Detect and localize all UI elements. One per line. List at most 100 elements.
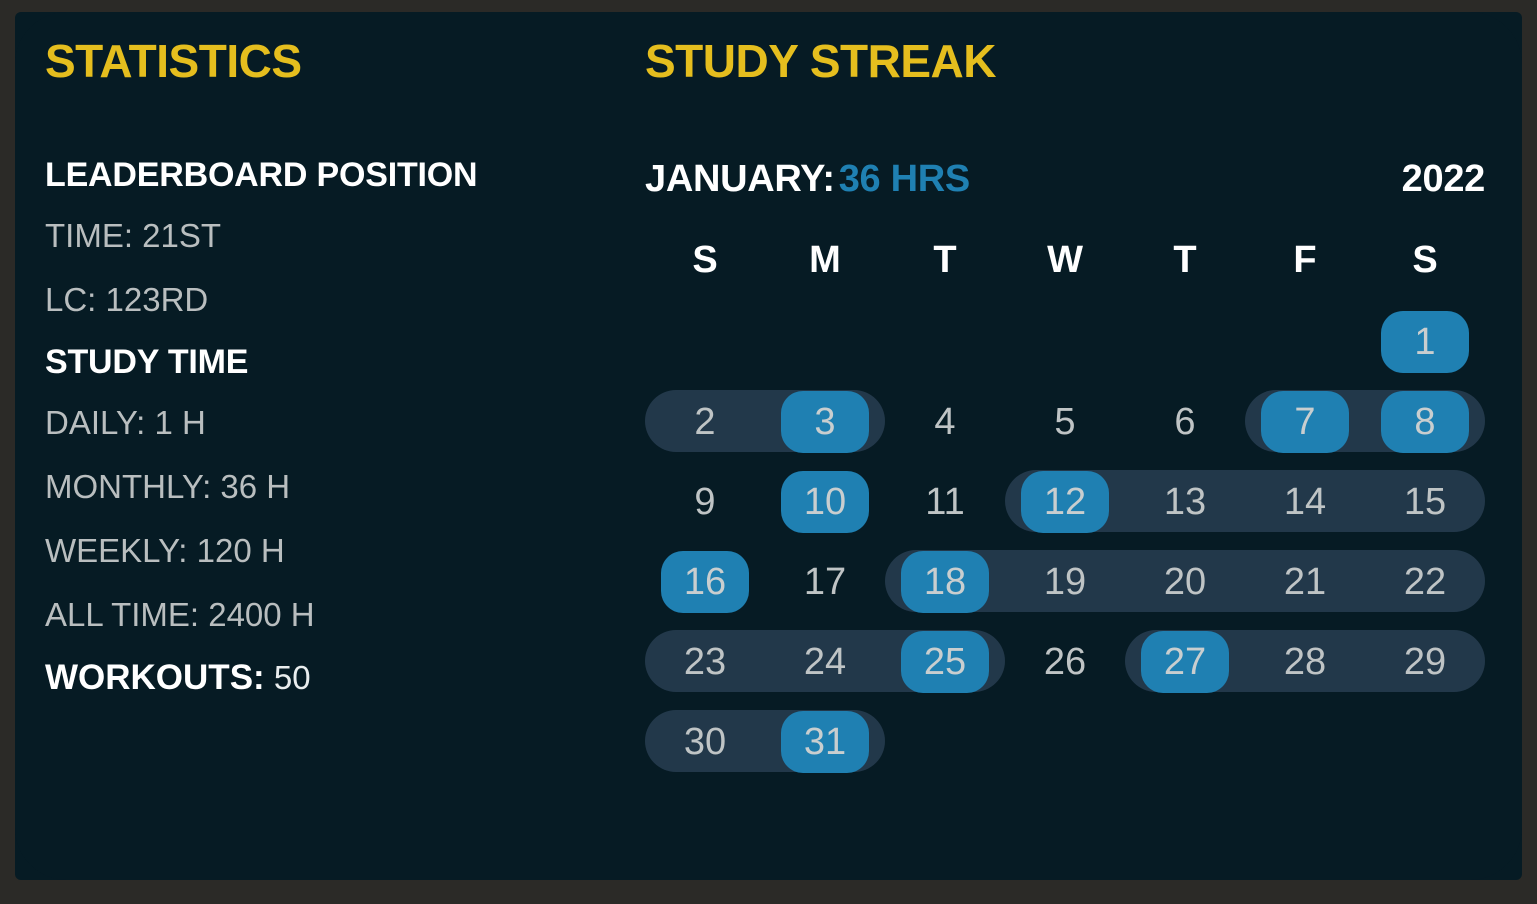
day-number: 3 — [814, 401, 836, 443]
calendar-day-cell[interactable]: 27 — [1125, 622, 1245, 702]
calendar-day-cell[interactable]: 28 — [1245, 622, 1365, 702]
calendar-cell-empty — [1125, 702, 1245, 782]
statistics-panel: STATISTICS LEADERBOARD POSITION TIME: 21… — [45, 38, 625, 698]
calendar-day-cell[interactable]: 20 — [1125, 542, 1245, 622]
day-number: 31 — [803, 721, 847, 763]
day-number: 2 — [694, 401, 716, 443]
calendar-day-cell[interactable]: 4 — [885, 382, 1005, 462]
calendar-day-cell[interactable]: 22 — [1365, 542, 1485, 622]
calendar-day-cell[interactable]: 23 — [645, 622, 765, 702]
day-number: 4 — [934, 401, 956, 443]
calendar-day-cell[interactable]: 8 — [1365, 382, 1485, 462]
month-label: JANUARY: — [645, 158, 835, 200]
calendar-day-cell[interactable]: 9 — [645, 462, 765, 542]
calendar-day-cell[interactable]: 1 — [1365, 302, 1485, 382]
leaderboard-time-row: TIME: 21ST — [45, 217, 222, 254]
active-day-pill — [781, 471, 869, 533]
active-day-pill — [1021, 471, 1109, 533]
calendar-header: JANUARY: 36 HRS 2022 — [645, 158, 1485, 201]
day-number: 27 — [1163, 641, 1207, 683]
calendar-week-row: 1 — [645, 302, 1485, 382]
weekday-header-1: M — [809, 239, 841, 281]
day-number: 30 — [683, 721, 727, 763]
active-day-pill — [661, 551, 749, 613]
day-number: 11 — [925, 481, 965, 523]
study-time-alltime-row: ALL TIME: 2400 H — [45, 596, 315, 633]
workouts-label: WORKOUTS: — [45, 658, 265, 697]
active-day-pill — [1141, 631, 1229, 693]
calendar-day-cell[interactable]: 15 — [1365, 462, 1485, 542]
calendar-week-row: 23 24 25 26 27 28 29 — [645, 622, 1485, 702]
calendar-cell-empty — [1125, 302, 1245, 382]
calendar-week-row: 2 3 4 5 6 7 8 — [645, 382, 1485, 462]
calendar-day-cell[interactable]: 18 — [885, 542, 1005, 622]
day-number: 28 — [1283, 641, 1327, 683]
day-number: 5 — [1054, 401, 1076, 443]
calendar-grid: 1 2 3 4 5 6 7 8 9 10 11 12 13 14 15 16 17 18 19 20 21 22 23 24 2… — [645, 302, 1485, 782]
calendar-day-cell[interactable]: 25 — [885, 622, 1005, 702]
weekday-header-6: S — [1412, 239, 1438, 281]
day-number: 16 — [683, 561, 727, 603]
day-number: 20 — [1163, 561, 1207, 603]
calendar-day-cell[interactable]: 21 — [1245, 542, 1365, 622]
calendar-day-cell[interactable]: 29 — [1365, 622, 1485, 702]
calendar-cell-empty — [1005, 702, 1125, 782]
calendar-day-cell[interactable]: 26 — [1005, 622, 1125, 702]
calendar-week-row: 9 10 11 12 13 14 15 — [645, 462, 1485, 542]
active-day-pill — [1261, 391, 1349, 453]
calendar-day-cell[interactable]: 3 — [765, 382, 885, 462]
calendar-day-cell[interactable]: 11 — [885, 462, 1005, 542]
day-number: 9 — [694, 481, 716, 523]
active-day-pill — [901, 631, 989, 693]
active-day-pill — [1381, 311, 1469, 373]
day-number: 7 — [1294, 401, 1316, 443]
day-number: 21 — [1283, 561, 1327, 603]
calendar-day-cell[interactable]: 10 — [765, 462, 885, 542]
day-number: 23 — [683, 641, 727, 683]
study-time-monthly-row: MONTHLY: 36 H — [45, 468, 291, 505]
calendar-day-cell[interactable]: 31 — [765, 702, 885, 782]
calendar-day-cell[interactable]: 6 — [1125, 382, 1245, 462]
calendar-day-cell[interactable]: 13 — [1125, 462, 1245, 542]
day-number: 29 — [1403, 641, 1447, 683]
calendar-cell-empty — [1245, 702, 1365, 782]
weekday-header-4: T — [1173, 239, 1197, 281]
active-day-pill — [781, 391, 869, 453]
calendar-day-cell[interactable]: 7 — [1245, 382, 1365, 462]
day-number: 10 — [803, 481, 847, 523]
day-number: 17 — [803, 561, 847, 603]
calendar-day-cell[interactable]: 16 — [645, 542, 765, 622]
active-day-pill — [1381, 391, 1469, 453]
calendar-day-cell[interactable]: 17 — [765, 542, 885, 622]
study-time-daily-row: DAILY: 1 H — [45, 404, 206, 441]
calendar-day-cell[interactable]: 24 — [765, 622, 885, 702]
calendar-cell-empty — [645, 302, 765, 382]
calendar-cell-empty — [1005, 302, 1125, 382]
study-time-weekly-row: WEEKLY: 120 H — [45, 532, 285, 569]
calendar-cell-empty — [765, 302, 885, 382]
weekday-header-0: S — [692, 239, 718, 281]
calendar-day-cell[interactable]: 5 — [1005, 382, 1125, 462]
month-summary: JANUARY: 36 HRS — [645, 158, 970, 201]
day-number: 14 — [1283, 481, 1327, 523]
calendar-cell-empty — [1365, 702, 1485, 782]
study-time-heading: STUDY TIME — [45, 343, 249, 381]
active-day-pill — [901, 551, 989, 613]
day-number: 8 — [1414, 401, 1436, 443]
calendar-cell-empty — [885, 302, 1005, 382]
calendar-year: 2022 — [1401, 158, 1486, 200]
calendar-day-cell[interactable]: 12 — [1005, 462, 1125, 542]
calendar-day-cell[interactable]: 2 — [645, 382, 765, 462]
day-number: 15 — [1403, 481, 1447, 523]
day-number: 25 — [923, 641, 967, 683]
calendar-day-cell[interactable]: 19 — [1005, 542, 1125, 622]
weekday-header-3: W — [1047, 239, 1083, 281]
weekday-header-5: F — [1293, 239, 1317, 281]
day-number: 19 — [1043, 561, 1087, 603]
day-number: 1 — [1414, 321, 1436, 363]
calendar-day-cell[interactable]: 14 — [1245, 462, 1365, 542]
day-number: 26 — [1043, 641, 1087, 683]
calendar-day-cell[interactable]: 30 — [645, 702, 765, 782]
